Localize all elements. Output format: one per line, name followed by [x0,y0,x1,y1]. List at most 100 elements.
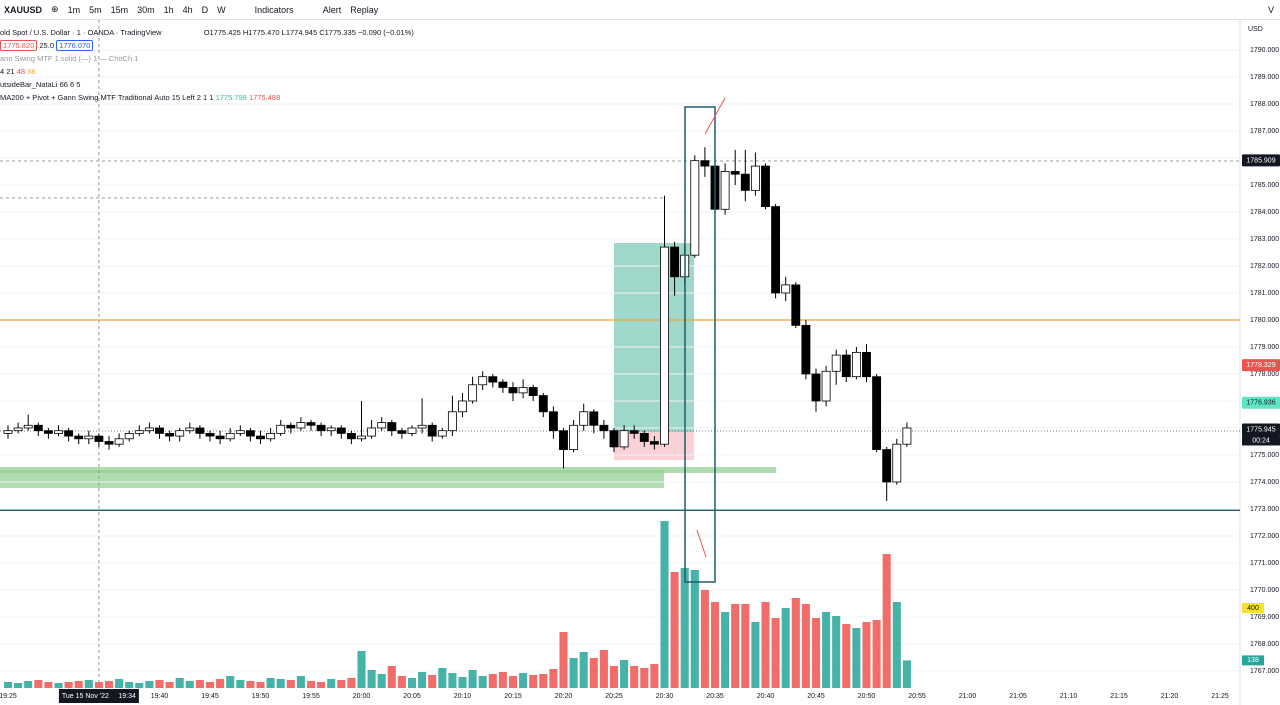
more[interactable]: V [1267,4,1274,15]
volume-bar [84,680,93,688]
series-group [0,20,1240,688]
volume-bar [54,683,63,688]
volume-bar [902,660,911,688]
ask[interactable]: 1776.070 [56,40,94,51]
currency[interactable]: USD [1248,26,1263,33]
volume-bar [3,682,13,688]
volume-bar [599,650,608,688]
interval[interactable]: D [201,4,209,15]
volume-bar [609,666,619,688]
volume-bar [185,681,194,688]
volume-bar [640,668,649,688]
interval[interactable]: 4h [182,4,193,15]
arrow [696,529,707,558]
indicator-value: 38 [27,67,36,76]
candle-body [437,430,447,437]
x-tick-label: 21:10 [1060,693,1078,700]
interval[interactable]: 30m [137,4,155,15]
add-symbol[interactable]: ⊕ [51,4,59,14]
volume-bar [801,604,810,688]
volume-bar [306,681,316,688]
candle-body [700,160,710,167]
indicators-button[interactable]: Indicators [254,4,294,15]
candle-body [619,430,629,448]
x-tick-label: 20:15 [504,693,522,700]
price-tag-label: 1775.945 [1246,426,1275,433]
crosshair-time: 19:34 [118,693,136,700]
volume-bar [519,673,528,688]
interval[interactable]: 15m [110,4,129,15]
volume-bar [236,680,245,688]
volume-bar [761,602,770,688]
volume-bar [317,682,326,688]
alert-button[interactable]: Alert [322,4,342,15]
y-tick-label: 1778.000 [1250,371,1279,378]
candle-body [205,432,215,437]
candle-body [609,430,619,448]
candle-body [266,432,276,440]
candle-body [589,411,599,426]
indicator: ann Swing MTF 1 solid (—) 1 — ChoCh 1 [0,54,139,63]
candle-body [478,376,488,386]
candle-body [84,435,94,440]
candle-body [528,387,538,396]
x-tick-label: 21:00 [959,693,977,700]
volume-bar [498,672,507,688]
price-tag [1242,154,1280,167]
candle-body [851,351,861,378]
y-tick-label: 1771.000 [1250,560,1279,567]
volume-bar [741,604,750,688]
candle-body [185,427,195,432]
candle-body [387,422,397,432]
symbol[interactable]: XAUUSD [4,4,43,15]
interval[interactable]: 1h [163,4,174,15]
candle-body [367,427,377,437]
arrow [704,97,726,135]
candle-body [599,424,609,432]
volume-bar [832,616,841,688]
y-tick-label: 1790.000 [1250,47,1279,54]
volume-bar [751,622,760,688]
candle-body [498,381,508,388]
candle-body [276,424,286,434]
x-tick-label: 19:25 [0,693,17,700]
x-tick-label: 20:45 [807,693,825,700]
volume-bar [488,674,497,688]
interval[interactable]: W [217,4,226,15]
volume-bar [397,676,406,688]
volume-bar [589,658,598,688]
replay-button[interactable]: Replay [350,4,379,15]
candle-body [629,430,639,434]
volume-bar [14,683,23,688]
volume-bar [337,680,346,688]
volume-bar [569,658,578,688]
interval[interactable]: 5m [89,4,102,15]
candle-body [175,430,185,437]
volume-bar [286,680,295,688]
candle-body [458,400,467,413]
volume-bar [438,668,447,688]
candle-body [235,430,245,434]
volume-bar [680,568,689,688]
candle-body [720,171,730,210]
y-tick-label: 1768.000 [1250,641,1279,648]
legend-ohlc: O1775.425 H1775.470 L1774.945 C1775.335 … [203,28,414,37]
volume-bar [872,620,881,688]
candle-body [841,354,851,378]
candle-body [23,424,33,429]
x-tick-label: 20:05 [403,693,421,700]
candle-body [357,435,366,440]
interval[interactable]: 1m [67,4,81,15]
volume-bar [660,521,669,688]
price-tag-label: 1778.329 [1246,362,1275,369]
volume-bar [428,675,437,688]
price-tag-label: 1776.936 [1246,400,1275,407]
y-tick-label: 1781.000 [1250,290,1279,297]
volume-bar [357,651,366,688]
x-tick-label: 21:15 [1110,693,1128,700]
candle-body [54,430,63,434]
volume-bar [620,660,629,688]
volume-bar [418,672,427,688]
bid[interactable]: 1775.820 [0,40,38,51]
volume-bar [387,666,396,688]
